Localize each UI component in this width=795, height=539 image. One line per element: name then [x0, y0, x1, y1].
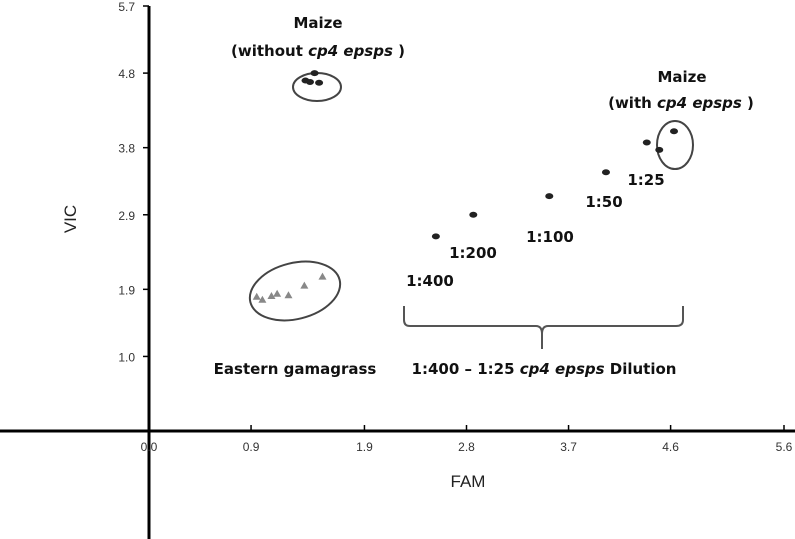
maize-without-ellipse — [292, 72, 342, 102]
y-tick-label: 1.9 — [118, 283, 135, 297]
dilution-label-post: Dilution — [605, 360, 677, 378]
data-point-dilution — [469, 211, 478, 218]
data-point-maize-without — [310, 70, 319, 77]
dilution-label-pre: 1:400 – 1:25 — [412, 360, 520, 378]
data-point-gamagrass — [300, 281, 309, 289]
maize-with-subtitle: (with cp4 epsps ) — [608, 94, 754, 112]
y-tick-label: 1.0 — [118, 350, 135, 364]
y-tick-label: 3.8 — [118, 142, 135, 156]
data-point-maize-with — [642, 139, 651, 146]
data-point-dilution — [431, 233, 440, 240]
data-points — [252, 70, 679, 303]
maize-without-title: Maize — [293, 14, 342, 32]
x-tick-label: 0.0 — [141, 440, 158, 454]
maize-without-subtitle-em: cp4 epsps — [308, 42, 393, 60]
gamagrass-label: Eastern gamagrass — [214, 360, 377, 378]
x-axis-title: FAM — [451, 472, 486, 491]
ratio-label-1-100: 1:100 — [526, 228, 574, 246]
data-point-dilution — [545, 193, 554, 200]
maize-with-subtitle-pre: (with — [608, 94, 657, 112]
y-tick-label: 4.8 — [118, 67, 135, 81]
gamagrass-ellipse — [248, 260, 342, 322]
x-tick-label: 3.7 — [560, 440, 577, 454]
data-point-maize-without — [306, 79, 315, 86]
x-tick-label: 2.8 — [458, 440, 475, 454]
x-tick-label: 5.6 — [776, 440, 793, 454]
x-tick-label: 1.9 — [356, 440, 373, 454]
maize-without-subtitle: (without cp4 epsps ) — [231, 42, 405, 60]
data-point-gamagrass — [284, 291, 293, 299]
dilution-brace — [403, 306, 684, 349]
data-point-gamagrass — [258, 295, 267, 303]
dilution-label: 1:400 – 1:25 cp4 epsps Dilution — [412, 360, 677, 378]
maize-without-subtitle-post: ) — [393, 42, 405, 60]
maize-without-subtitle-pre: (without — [231, 42, 308, 60]
ratio-label-1-25: 1:25 — [627, 171, 664, 189]
data-point-dilution — [601, 169, 610, 176]
x-tick-label: 4.6 — [662, 440, 679, 454]
x-tick-label: 0.9 — [243, 440, 260, 454]
data-point-gamagrass — [267, 292, 276, 300]
data-point-gamagrass — [273, 289, 282, 297]
data-point-gamagrass — [252, 292, 261, 300]
ratio-label-1-200: 1:200 — [449, 244, 497, 262]
maize-with-ellipse — [656, 120, 694, 170]
tick-labels: 0.0 0.9 1.9 2.8 3.7 4.6 5.6 1.0 1.9 2.9 3.8 4.8 5.7 — [118, 0, 792, 454]
y-tick-label: 5.7 — [118, 0, 135, 14]
data-point-maize-without — [315, 79, 324, 86]
dilution-label-em: cp4 epsps — [520, 360, 605, 378]
ratio-label-1-400: 1:400 — [406, 272, 454, 290]
data-point-maize-with — [670, 128, 679, 135]
y-axis-title: VIC — [61, 205, 80, 233]
ratio-label-1-50: 1:50 — [585, 193, 622, 211]
axis-ticks — [143, 5, 785, 431]
data-point-maize-with — [655, 146, 664, 153]
maize-with-title: Maize — [657, 68, 706, 86]
data-point-gamagrass — [318, 272, 327, 280]
maize-with-subtitle-post: ) — [742, 94, 754, 112]
y-tick-label: 2.9 — [118, 209, 135, 223]
maize-with-subtitle-em: cp4 epsps — [657, 94, 742, 112]
